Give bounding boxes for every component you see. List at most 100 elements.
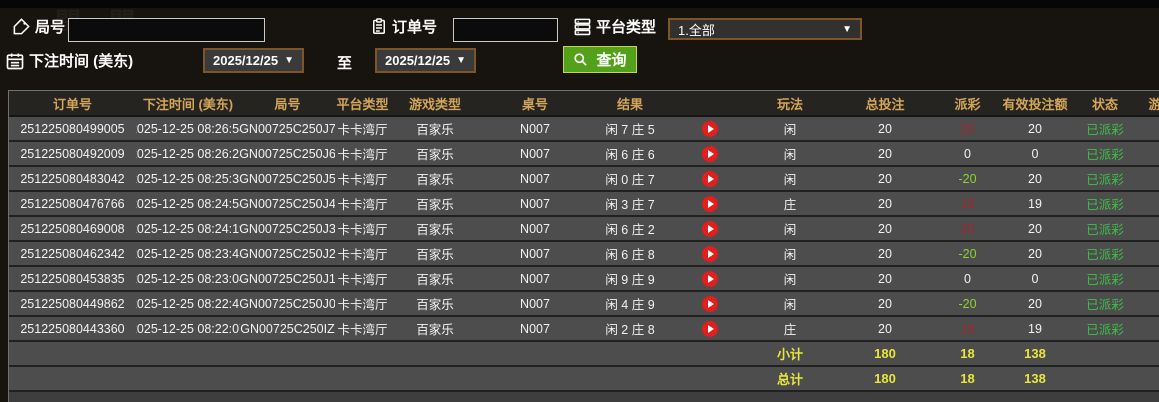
date-to-picker[interactable]: 2025/12/25 ▼	[375, 48, 476, 73]
order-input[interactable]	[453, 18, 558, 42]
header-time: 下注时间 (美东)	[142, 96, 234, 112]
cell-bet-type: 闲	[783, 298, 797, 312]
cell-time: 2025-12-25 08:24:19	[136, 221, 240, 236]
cell-status: 已派彩	[1086, 148, 1124, 162]
cell-payout: 20	[960, 121, 975, 136]
cell-round: GN00725C250J2	[240, 246, 335, 261]
cell-status: 已派彩	[1086, 173, 1124, 187]
table-row: 251225080469008 2025-12-25 08:24:19 GN00…	[9, 217, 1159, 242]
replay-play-icon[interactable]	[702, 295, 718, 312]
cell-order: 251225080476766	[20, 196, 125, 211]
cell-time: 2025-12-25 08:22:07	[136, 321, 240, 336]
cell-game-type: 百家乐	[416, 298, 454, 312]
table-row: 251225080492009 2025-12-25 08:26:23 GN00…	[9, 142, 1159, 167]
cell-game-detail	[1135, 192, 1159, 215]
cell-game-detail	[1135, 167, 1159, 190]
cell-platform: 卡卡湾厅	[337, 148, 388, 162]
cell-replay	[670, 117, 750, 140]
cell-total-bet: 20	[878, 246, 892, 261]
cell-time: 2025-12-25 08:24:58	[136, 196, 240, 211]
cell-bet-type: 闲	[783, 148, 797, 162]
table-row: 251225080476766 2025-12-25 08:24:58 GN00…	[9, 192, 1159, 217]
platform-select[interactable]: 1.全部 ▼	[668, 18, 862, 40]
cell-total-bet: 20	[878, 146, 892, 161]
table-row: 251225080443360 2025-12-25 08:22:07 GN00…	[9, 317, 1159, 342]
cell-round: GN00725C250J1	[240, 271, 335, 286]
cell-round: GN00725C250J4	[240, 196, 335, 211]
query-button[interactable]: 查询	[563, 46, 637, 73]
cell-game-type: 百家乐	[416, 123, 454, 137]
cell-time: 2025-12-25 08:26:58	[136, 121, 240, 136]
header-valid-bet: 有效投注额	[1002, 96, 1068, 112]
cell-order: 251225080453835	[20, 271, 125, 286]
cell-time: 2025-12-25 08:23:04	[136, 271, 240, 286]
cell-replay	[670, 192, 750, 215]
cell-game-type: 百家乐	[416, 248, 454, 262]
cell-order: 251225080443360	[20, 321, 125, 336]
date-range-to-label: 至	[337, 55, 353, 72]
cell-order: 251225080483042	[20, 171, 125, 186]
cell-round: GN00725C250IZ	[240, 321, 335, 336]
table-header-row: 订单号 下注时间 (美东) 局号 平台类型 游戏类型 桌号 结果 玩法 总投注 …	[9, 91, 1159, 117]
cell-game-type: 百家乐	[416, 223, 454, 237]
replay-play-icon[interactable]	[702, 195, 718, 212]
cell-platform: 卡卡湾厅	[337, 323, 388, 337]
cell-platform: 卡卡湾厅	[337, 223, 388, 237]
table-row: 251225080453835 2025-12-25 08:23:04 GN00…	[9, 267, 1159, 292]
cell-table-no: N007	[520, 221, 550, 236]
cell-payout: 0	[964, 146, 971, 161]
replay-play-icon[interactable]	[702, 170, 718, 187]
cell-result: 闲 7 庄 5	[605, 123, 655, 137]
round-input[interactable]	[68, 18, 265, 42]
cell-total-bet: 20	[878, 196, 892, 211]
cell-bet-type: 闲	[783, 173, 797, 187]
header-bet-type: 玩法	[776, 96, 803, 112]
table-body: 251225080499005 2025-12-25 08:26:58 GN00…	[9, 117, 1159, 342]
cell-platform: 卡卡湾厅	[337, 273, 388, 287]
date-from-value: 2025/12/25	[213, 53, 279, 68]
cell-result: 闲 3 庄 7	[605, 198, 655, 212]
cell-total-bet: 20	[878, 321, 892, 336]
replay-play-icon[interactable]	[702, 270, 718, 287]
replay-play-icon[interactable]	[702, 320, 718, 337]
cell-table-no: N007	[520, 146, 550, 161]
cell-payout: -20	[958, 296, 977, 311]
tag-icon	[12, 17, 31, 36]
cell-round: GN00725C250J6	[240, 146, 335, 161]
cell-status: 已派彩	[1086, 198, 1124, 212]
cell-valid-bet: 0	[1031, 146, 1039, 161]
cell-bet-type: 闲	[783, 273, 797, 287]
table-row: 251225080449862 2025-12-25 08:22:41 GN00…	[9, 292, 1159, 317]
cell-bet-type: 庄	[783, 323, 797, 337]
cell-game-detail	[1135, 117, 1159, 140]
cell-time: 2025-12-25 08:26:23	[136, 146, 240, 161]
bet-time-filter-label: 下注时间 (美东)	[29, 53, 134, 70]
cell-order: 251225080499005	[20, 121, 125, 136]
platform-filter-group: 平台类型	[573, 16, 656, 37]
cell-replay	[670, 142, 750, 165]
subtotal-payout: 18	[960, 346, 975, 361]
header-order: 订单号	[52, 96, 92, 112]
header-total-bet: 总投注	[865, 96, 905, 112]
cell-game-detail	[1135, 267, 1159, 290]
header-replay	[670, 91, 750, 115]
table-bottom-strip	[9, 392, 1159, 402]
cell-table-no: N007	[520, 321, 550, 336]
cell-table-no: N007	[520, 171, 550, 186]
replay-play-icon[interactable]	[702, 245, 718, 262]
cell-total-bet: 20	[878, 171, 892, 186]
search-icon	[573, 52, 588, 67]
grand-total-label: 总计	[776, 372, 803, 387]
cell-table-no: N007	[520, 196, 550, 211]
replay-play-icon[interactable]	[702, 220, 718, 237]
round-filter-label: 局号	[35, 19, 66, 36]
replay-play-icon[interactable]	[702, 145, 718, 162]
cell-result: 闲 2 庄 8	[605, 323, 655, 337]
platform-filter-label: 平台类型	[596, 19, 657, 36]
cell-total-bet: 20	[878, 121, 892, 136]
cell-time: 2025-12-25 08:22:41	[136, 296, 240, 311]
replay-play-icon[interactable]	[702, 120, 718, 137]
header-table-no: 桌号	[521, 96, 548, 112]
date-from-picker[interactable]: 2025/12/25 ▼	[203, 48, 304, 73]
date-to-value: 2025/12/25	[385, 53, 451, 68]
